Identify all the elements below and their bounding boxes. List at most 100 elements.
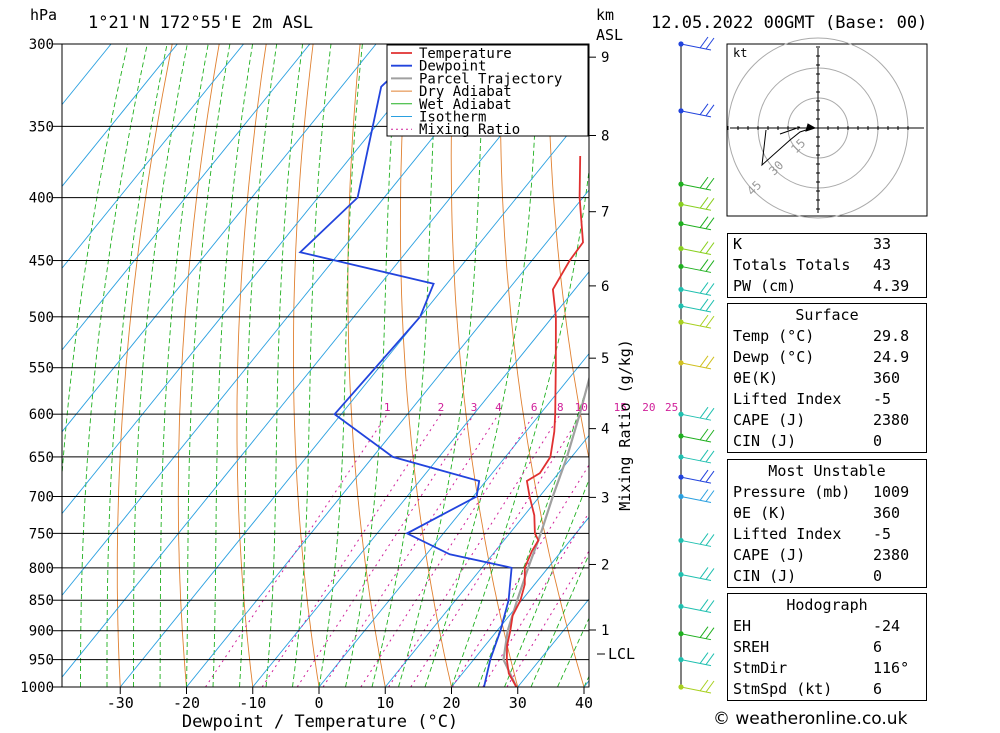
wind-barb xyxy=(680,36,715,51)
legend-entry: Mixing Ratio xyxy=(419,122,520,138)
height-unit-asl: ASL xyxy=(596,26,623,44)
dry-adiabat xyxy=(450,44,519,687)
surface-table: Surface Temp (°C) 29.8 Dewp (°C) 24.9 θE(K) 36… xyxy=(727,303,927,453)
isotherm-line xyxy=(318,352,589,687)
wet-adiabat xyxy=(557,617,589,687)
wind-barb xyxy=(680,314,715,329)
row-key: Dewp (°C) xyxy=(733,348,815,366)
wind-barb xyxy=(680,489,715,504)
pressure-unit: hPa xyxy=(30,6,57,24)
mixing-ratio-label: 1 xyxy=(384,401,391,414)
storm-motion-marker xyxy=(779,123,817,135)
row-key: Pressure (mb) xyxy=(733,483,851,501)
wet-adiabat xyxy=(186,44,231,687)
mixing-ratio-label: 10 xyxy=(575,401,588,414)
temperature-tick-labels: -30 -20 -10 0 10 20 30 40 xyxy=(107,687,593,712)
height-tick-label: 1 xyxy=(601,623,609,639)
table-row: Lifted Index -5 xyxy=(728,524,926,545)
dry-adiabat xyxy=(116,44,173,687)
isotherm-line xyxy=(62,44,244,269)
table-row: Lifted Index -5 xyxy=(728,389,926,410)
hodograph-table: Hodograph EH -24 SREH 6 StmDir 116° StmSpd (kt)… xyxy=(727,593,927,701)
mixing-ratio-lines xyxy=(205,413,589,687)
wind-barb xyxy=(680,355,715,370)
table-row: SREH 6 xyxy=(728,637,926,658)
isotherm-line xyxy=(252,271,589,687)
wet-adiabat xyxy=(62,44,129,481)
table-title: Most Unstable xyxy=(768,462,886,480)
row-key: PW (cm) xyxy=(733,277,797,295)
legend-entry: Wet Adiabat xyxy=(419,97,512,113)
parcel-trajectory-line xyxy=(502,375,589,687)
mixing-ratio-line xyxy=(296,413,475,687)
row-key: CIN (J) xyxy=(733,432,797,450)
row-key: Temp (°C) xyxy=(733,327,815,345)
x-axis-label: Dewpoint / Temperature (°C) xyxy=(182,712,458,732)
wet-adiabat xyxy=(265,44,304,687)
credit-text: © weatheronline.co.uk xyxy=(713,709,908,729)
isotherm-line xyxy=(62,44,311,351)
wet-adiabat xyxy=(318,44,363,687)
wet-adiabat xyxy=(398,44,486,687)
row-value: 24.9 xyxy=(873,348,910,366)
mixing-ratio-axis-label: Mixing Ratio (g/kg) xyxy=(616,339,634,511)
row-value: 6 xyxy=(873,680,883,698)
dry-adiabat xyxy=(399,44,452,687)
most-unstable-table: Most Unstable Pressure (mb) 1009 θE (K) 360 L… xyxy=(727,459,927,588)
table-row: CAPE (J) 2380 xyxy=(728,410,926,431)
legend-entry: Dewpoint xyxy=(419,59,486,75)
wind-barb xyxy=(680,449,715,464)
table-row: StmSpd (kt) 6 xyxy=(728,679,926,700)
pressure-tick-label: 750 xyxy=(29,526,54,542)
pressure-tick-label: 400 xyxy=(29,191,54,207)
isotherm-line xyxy=(62,44,509,597)
wind-barb xyxy=(680,567,715,581)
row-value: 33 xyxy=(873,235,892,253)
wind-barb xyxy=(680,298,715,313)
isotherm-line xyxy=(62,44,576,678)
isotherm-line xyxy=(62,44,178,188)
table-row: θE (K) 360 xyxy=(728,503,926,524)
hodograph-trace xyxy=(761,127,813,167)
pressure-tick-label: 350 xyxy=(29,119,54,135)
wet-adiabats xyxy=(62,44,589,687)
row-key: θE(K) xyxy=(733,369,779,387)
lcl-label: LCL xyxy=(608,645,635,663)
row-value: 2380 xyxy=(873,546,910,564)
table-row: CAPE (J) 2380 xyxy=(728,545,926,566)
table-row: K 33 xyxy=(728,234,926,255)
dry-adiabat xyxy=(236,44,267,687)
height-tick-label: 7 xyxy=(601,205,609,221)
wind-barb xyxy=(680,428,715,443)
location-title: 1°21'N 172°55'E 2m ASL xyxy=(88,13,313,33)
row-value: -24 xyxy=(873,617,901,635)
row-value: 4.39 xyxy=(873,277,910,295)
temperature-tick-label: -20 xyxy=(173,694,200,712)
legend-entry: Parcel Trajectory xyxy=(419,71,562,87)
legend-entry: Isotherm xyxy=(419,110,486,126)
row-key: Lifted Index xyxy=(733,390,842,408)
row-key: CAPE (J) xyxy=(733,546,806,564)
table-row: StmDir 116° xyxy=(728,658,926,679)
pressure-tick-label: 300 xyxy=(29,37,54,53)
height-tick-label: 8 xyxy=(601,128,609,144)
pressure-tick-label: 800 xyxy=(29,561,54,577)
row-key: K xyxy=(733,235,743,253)
dry-adiabat xyxy=(967,26,1000,687)
row-value: 0 xyxy=(873,567,883,585)
wind-barb xyxy=(680,406,715,421)
temperature-tick-label: 20 xyxy=(442,694,460,712)
wet-adiabat xyxy=(345,44,399,687)
mixing-ratio-line xyxy=(322,413,499,687)
row-value: 116° xyxy=(873,659,910,677)
isotherm-line xyxy=(384,434,589,687)
row-key: StmDir xyxy=(733,659,788,677)
isotherm-line xyxy=(119,107,589,687)
hodograph-unit: kt xyxy=(733,46,747,60)
wet-adiabat xyxy=(424,44,540,687)
height-tick-label: 3 xyxy=(601,490,609,506)
dewpoint-line xyxy=(298,44,513,687)
wind-profile xyxy=(678,36,715,694)
dry-adiabat xyxy=(920,26,1000,687)
